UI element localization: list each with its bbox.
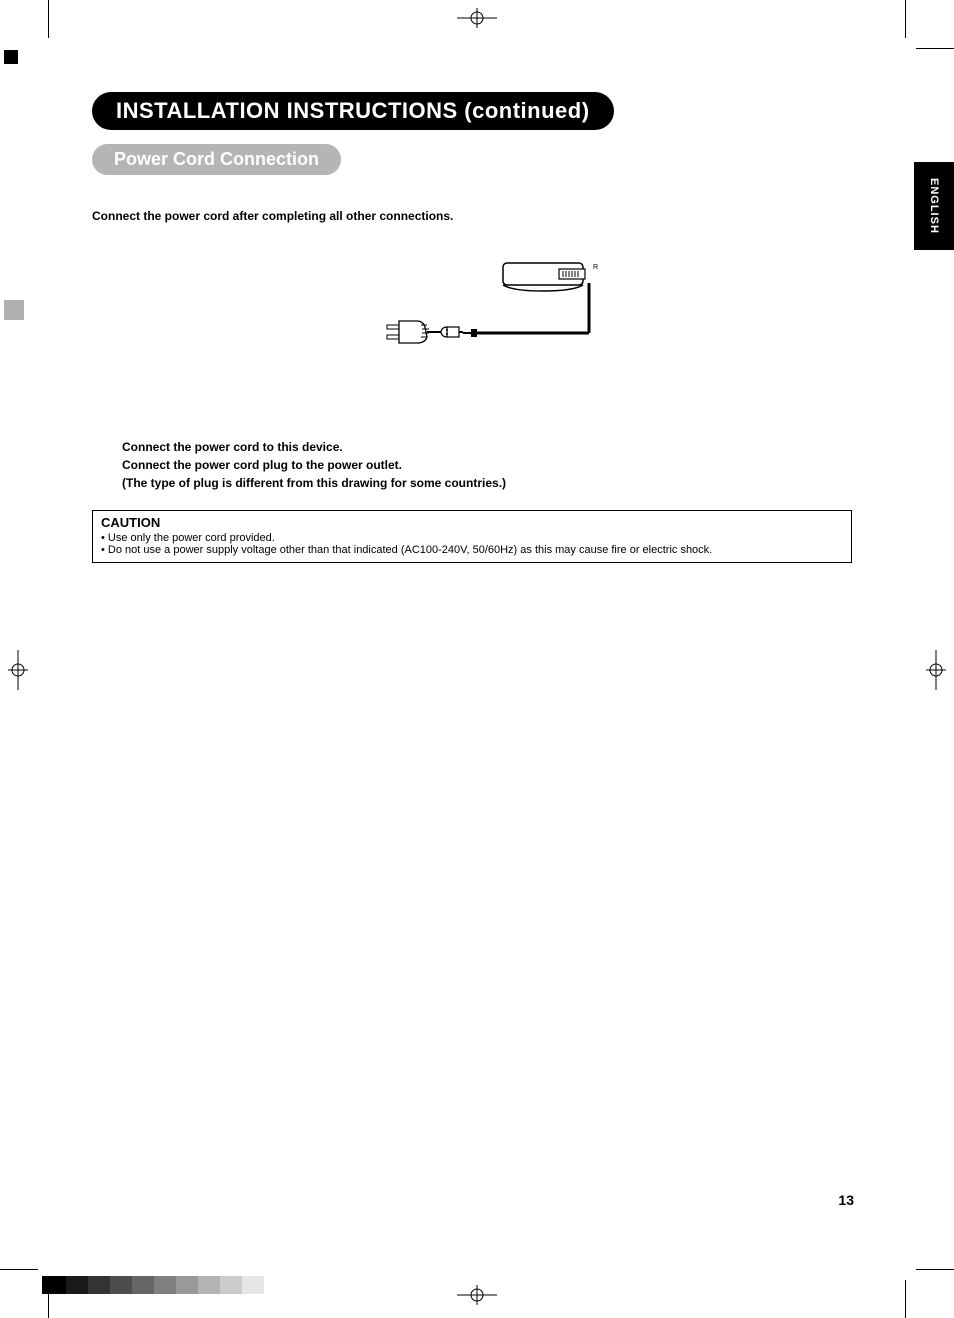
registration-mark-icon [457,8,497,33]
crop-mark [905,0,906,38]
crop-mark [905,1280,906,1318]
language-tab: ENGLISH [914,162,954,250]
svg-text:R: R [593,264,598,271]
crop-mark [0,1269,38,1270]
instruction-line: Connect the power cord plug to the power… [122,456,894,474]
instruction-line: Connect the power cord to this device. [122,438,894,456]
grey-block [4,300,24,320]
intro-text: Connect the power cord after completing … [92,209,894,223]
section-subtitle: Power Cord Connection [92,144,341,175]
page-title: INSTALLATION INSTRUCTIONS (continued) [92,92,614,130]
color-swatch [110,1276,132,1294]
instruction-block: Connect the power cord to this device. C… [122,438,894,492]
caution-box: CAUTION Use only the power cord provided… [92,510,852,563]
caution-item: Use only the power cord provided. [101,532,843,544]
crop-mark [916,1269,954,1270]
color-swatch [44,1276,66,1294]
registration-mark-icon [926,650,946,695]
color-swatch [242,1276,264,1294]
crop-mark [48,0,49,38]
registration-mark-icon [457,1285,497,1310]
crop-mark [916,48,954,49]
crop-mark-square [4,50,18,64]
caution-title: CAUTION [101,515,843,530]
registration-mark-icon [8,650,28,695]
caution-item: Do not use a power supply voltage other … [101,544,843,556]
page-content: INSTALLATION INSTRUCTIONS (continued) Po… [92,92,894,1258]
color-swatch [198,1276,220,1294]
color-swatch [132,1276,154,1294]
color-swatch [176,1276,198,1294]
page-number: 13 [838,1192,854,1208]
color-swatch [154,1276,176,1294]
power-cord-diagram: R [92,253,894,388]
color-bar [42,1276,264,1294]
color-swatch [66,1276,88,1294]
color-swatch [220,1276,242,1294]
instruction-line: (The type of plug is different from this… [122,474,894,492]
color-swatch [88,1276,110,1294]
